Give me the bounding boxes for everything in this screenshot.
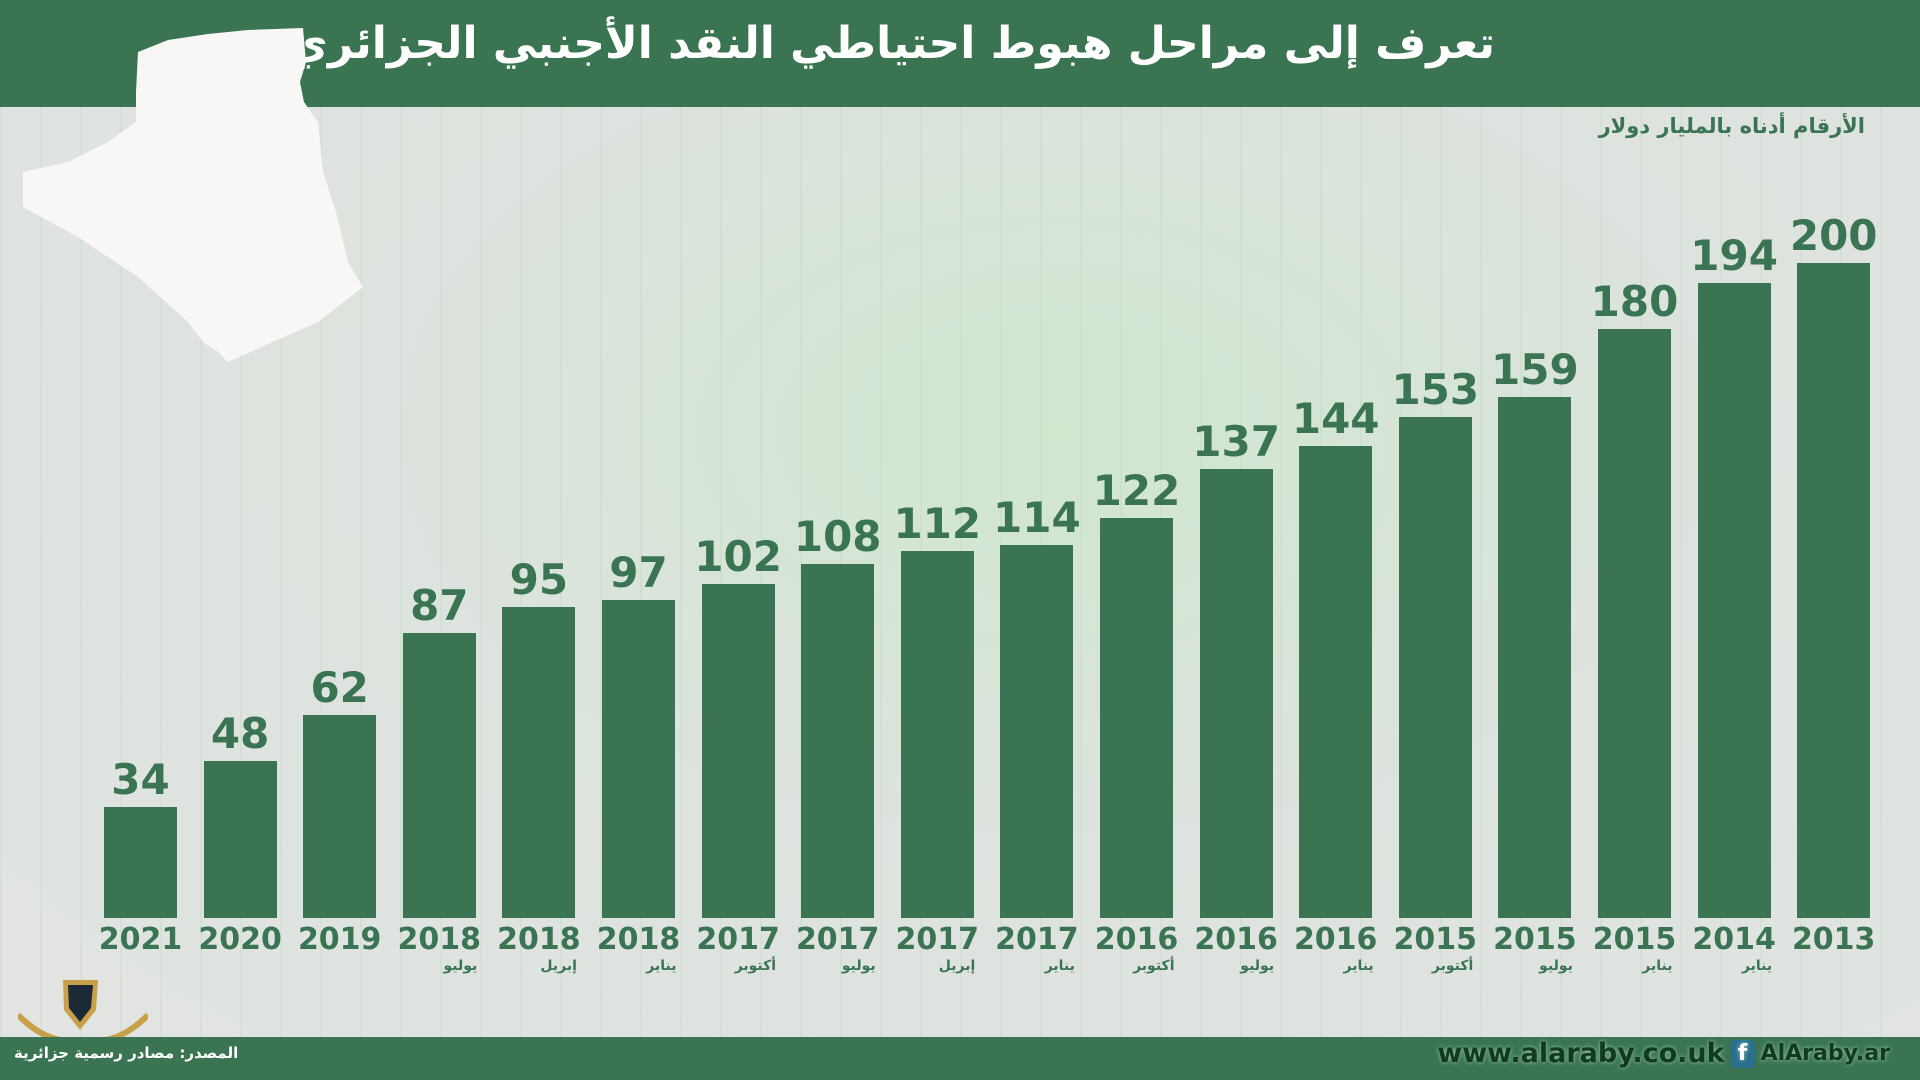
month-tick-label: يوليو: [841, 958, 876, 974]
month-tick-label: أكتوبر: [734, 958, 777, 974]
footer-bar: [0, 1037, 1920, 1080]
bar: [602, 600, 675, 918]
page-title: تعرف إلى مراحل هبوط احتياطي النقد الأجنب…: [287, 18, 1495, 69]
data-label: 87: [410, 581, 469, 631]
month-tick-label: يوليو: [1240, 958, 1275, 974]
data-label: 200: [1789, 211, 1878, 260]
algeria-map-icon: [23, 28, 363, 362]
bar: [402, 633, 476, 918]
month-tick-label: يناير: [1741, 958, 1773, 974]
year-tick-label: 2014: [1692, 922, 1776, 957]
month-tick-label: يناير: [646, 958, 677, 974]
month-tick-label: أكتوبر: [1133, 958, 1175, 974]
bar: [1199, 469, 1273, 918]
bar: [1598, 328, 1671, 918]
bar: [1000, 544, 1074, 918]
month-tick-label: أكتوبر: [1431, 958, 1474, 974]
month-tick-label: إبريل: [938, 958, 976, 974]
year-tick-label: 2019: [297, 922, 382, 957]
year-tick-label: 2017: [696, 922, 780, 957]
unit-note: الأرقام أدناه بالمليار دولار: [1598, 114, 1865, 138]
facebook-link[interactable]: AlAraby.ar: [1760, 1041, 1890, 1066]
bar: [203, 760, 277, 918]
year-tick-label: 2021: [98, 922, 183, 957]
bar: [1398, 416, 1472, 918]
data-label: 114: [993, 492, 1081, 542]
bar: [900, 551, 974, 918]
data-label: 102: [694, 531, 782, 581]
bar: [502, 606, 576, 918]
bar: [104, 806, 177, 918]
source-text: المصدر: مصادر رسمية جزائرية: [14, 1044, 239, 1062]
year-tick-label: 2017: [895, 922, 980, 957]
data-label: 137: [1192, 417, 1280, 467]
data-label: 194: [1690, 230, 1778, 280]
year-tick-label: 2016: [1293, 922, 1378, 957]
year-tick-label: 2018: [596, 922, 681, 957]
data-label: 34: [111, 754, 170, 804]
month-tick-label: يناير: [1044, 958, 1075, 974]
month-tick-label: يوليو: [443, 958, 478, 974]
data-label: 97: [609, 548, 668, 598]
bar: [1100, 518, 1173, 918]
year-tick-label: 2016: [1094, 922, 1179, 957]
month-tick-label: يوليو: [1539, 958, 1573, 974]
bar: [303, 714, 377, 918]
year-tick-label: 2013: [1791, 922, 1876, 957]
year-tick-label: 2015: [1592, 922, 1677, 957]
data-label: 159: [1491, 345, 1579, 395]
facebook-icon: f: [1730, 1039, 1755, 1068]
bar: [1697, 282, 1771, 918]
data-label: 95: [509, 554, 569, 604]
year-tick-label: 2016: [1194, 922, 1278, 957]
bar: [701, 583, 775, 918]
year-tick-label: 2017: [795, 922, 880, 957]
year-tick-label: 2017: [995, 922, 1079, 957]
year-tick-label: 2018: [397, 922, 482, 957]
year-tick-label: 2015: [1393, 922, 1478, 957]
data-label: 48: [210, 708, 270, 758]
data-label: 112: [893, 499, 982, 549]
month-tick-label: إبريل: [540, 958, 577, 974]
year-tick-label: 2020: [198, 922, 282, 957]
website-link[interactable]: www.alaraby.co.uk: [1437, 1038, 1725, 1069]
header-bar: [0, 0, 1920, 107]
data-label: 62: [310, 662, 369, 712]
data-label: 108: [793, 512, 882, 562]
footer-links: www.alaraby.co.uk f AlAraby.ar: [1437, 1038, 1890, 1069]
year-tick-label: 2018: [497, 922, 581, 957]
bar: [1299, 446, 1373, 918]
data-label: 122: [1092, 466, 1181, 516]
bar: [1797, 263, 1871, 918]
month-tick-label: يناير: [1343, 958, 1374, 974]
data-label: 144: [1291, 394, 1380, 444]
year-tick-label: 2015: [1493, 922, 1577, 957]
month-tick-label: يناير: [1642, 958, 1673, 974]
bar: [1498, 397, 1572, 918]
data-label: 180: [1590, 276, 1679, 326]
bar: [801, 564, 875, 918]
data-label: 153: [1391, 364, 1480, 414]
